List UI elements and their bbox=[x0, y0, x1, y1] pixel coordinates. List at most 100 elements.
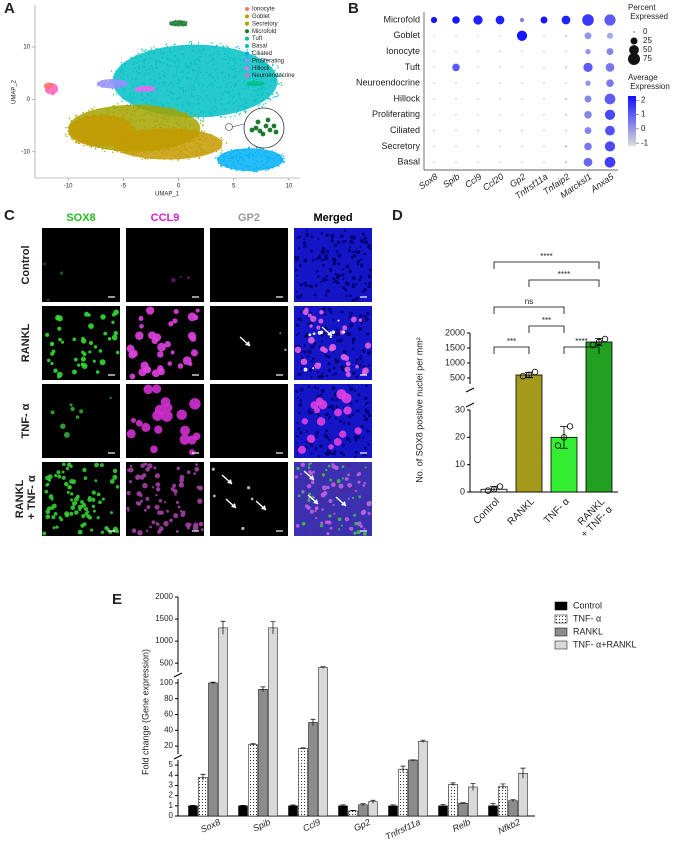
cell-point bbox=[147, 107, 148, 108]
cell-point bbox=[175, 103, 176, 104]
cell-point bbox=[154, 139, 155, 140]
cell-signal bbox=[350, 387, 354, 391]
cell-signal bbox=[304, 368, 308, 372]
cell-point bbox=[267, 167, 268, 168]
cell-signal bbox=[57, 327, 61, 331]
cell-point bbox=[214, 69, 215, 70]
cell-point bbox=[274, 80, 275, 81]
cell-point bbox=[89, 117, 90, 118]
cell-point bbox=[111, 70, 112, 71]
cell-point bbox=[208, 110, 209, 111]
cell-point bbox=[133, 127, 134, 128]
cell-point bbox=[211, 138, 212, 139]
cell-signal bbox=[352, 276, 356, 280]
cell-point bbox=[234, 115, 235, 116]
dot bbox=[499, 35, 500, 36]
dot bbox=[605, 126, 615, 136]
cell-point bbox=[71, 120, 72, 121]
cell-point bbox=[226, 167, 227, 168]
cell-signal bbox=[87, 498, 91, 502]
cell-point bbox=[114, 115, 115, 116]
cell-signal bbox=[343, 406, 351, 414]
cell-point bbox=[168, 105, 169, 106]
cell-point bbox=[173, 99, 174, 100]
cell-point bbox=[253, 168, 254, 169]
cell-signal bbox=[94, 479, 97, 482]
cell-point bbox=[96, 127, 97, 128]
cell-signal bbox=[352, 337, 356, 341]
cell-point bbox=[161, 130, 162, 131]
cell-point bbox=[266, 157, 267, 158]
cell-signal bbox=[50, 506, 54, 510]
cell-point bbox=[126, 134, 127, 135]
cell-point bbox=[248, 73, 249, 74]
cell-point bbox=[186, 63, 187, 64]
cell-point bbox=[140, 105, 141, 106]
bar bbox=[449, 784, 458, 816]
cell-point bbox=[178, 23, 179, 24]
cell-signal bbox=[157, 351, 164, 358]
cell-point bbox=[202, 152, 203, 153]
dot bbox=[477, 130, 478, 131]
cell-point bbox=[150, 78, 151, 79]
cell-signal bbox=[298, 412, 301, 415]
cell-point bbox=[201, 110, 202, 111]
cell-point bbox=[189, 104, 190, 105]
cell-point bbox=[126, 151, 127, 152]
cell-point bbox=[196, 52, 197, 53]
cell-point bbox=[76, 125, 77, 126]
cell-point bbox=[125, 139, 126, 140]
row-label: Proliferating bbox=[372, 109, 420, 119]
cell-point bbox=[125, 146, 126, 147]
cell-signal bbox=[317, 371, 319, 373]
cell-point bbox=[214, 59, 215, 60]
cell-point bbox=[158, 140, 159, 141]
cell-point bbox=[80, 128, 81, 129]
cell-point bbox=[135, 57, 136, 58]
cell-point bbox=[190, 41, 191, 42]
cell-point bbox=[183, 77, 184, 78]
cell-signal bbox=[329, 311, 332, 314]
cell-point bbox=[114, 142, 115, 143]
cell-point bbox=[195, 128, 196, 129]
cell-point bbox=[265, 170, 266, 171]
cell-point bbox=[217, 77, 218, 78]
cell-point bbox=[224, 77, 225, 78]
cell-signal bbox=[180, 276, 182, 278]
cell-signal bbox=[110, 511, 113, 514]
cell-point bbox=[231, 101, 232, 102]
panel-label: C bbox=[4, 207, 15, 224]
cell-point bbox=[114, 132, 115, 133]
cell-point bbox=[155, 63, 156, 64]
cell-point bbox=[164, 154, 165, 155]
cell-point bbox=[144, 50, 145, 51]
cell-point bbox=[48, 85, 49, 86]
cell-point bbox=[257, 168, 258, 169]
cell-point bbox=[273, 97, 274, 98]
cell-point bbox=[228, 63, 229, 64]
cell-point bbox=[231, 157, 232, 158]
cell-point bbox=[125, 131, 126, 132]
cell-point bbox=[140, 129, 141, 130]
cell-signal bbox=[81, 514, 85, 518]
size-key bbox=[628, 53, 640, 65]
cell-signal bbox=[357, 410, 360, 413]
cell-point bbox=[263, 164, 264, 165]
cell-point bbox=[155, 101, 156, 102]
cell-signal bbox=[70, 492, 73, 495]
cell-point bbox=[140, 89, 141, 90]
cell-signal bbox=[44, 490, 48, 494]
cell-signal bbox=[315, 258, 318, 261]
cell-signal bbox=[307, 322, 310, 325]
cell-point bbox=[186, 102, 187, 103]
cell-signal bbox=[100, 463, 104, 467]
x-tick-label: 10 bbox=[286, 184, 293, 190]
cell-point bbox=[198, 108, 199, 109]
cell-point bbox=[220, 43, 221, 44]
cell-signal bbox=[303, 530, 307, 534]
cell-point bbox=[271, 157, 272, 158]
cell-point bbox=[133, 97, 134, 98]
row-label: Neuroendocrine bbox=[356, 78, 420, 88]
cell-point bbox=[51, 89, 52, 90]
cell-point bbox=[110, 83, 111, 84]
